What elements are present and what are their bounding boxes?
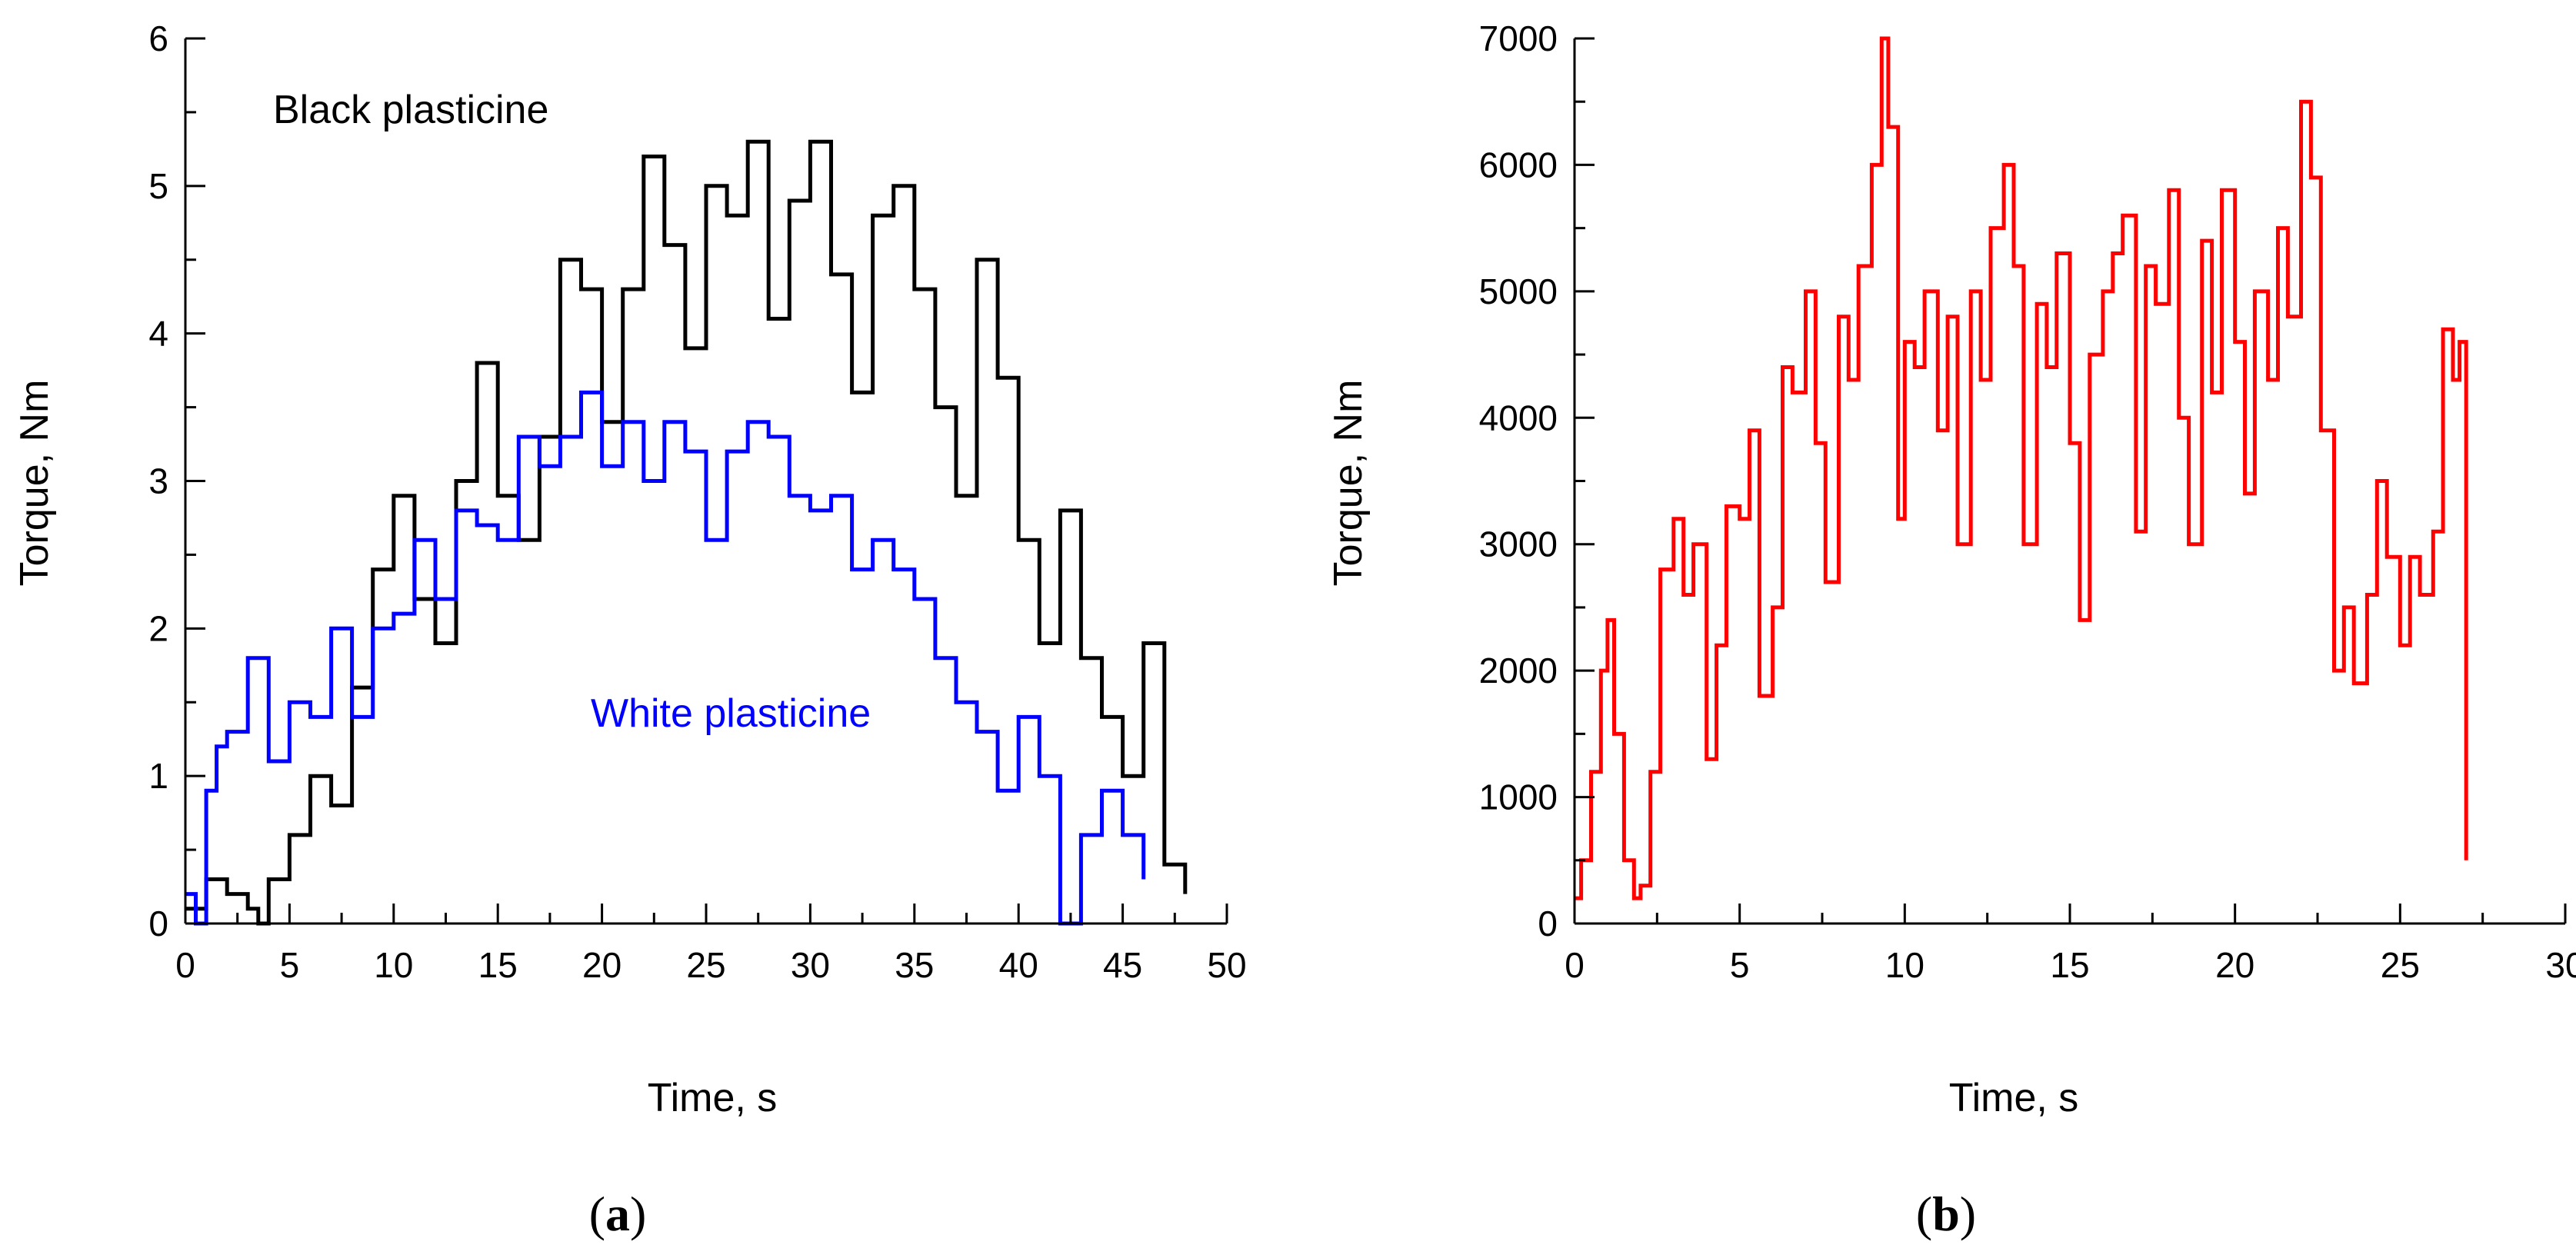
panel-b-y-tick-label: 3000 xyxy=(1479,524,1558,564)
panel-a-y-axis-title: Torque, Nm xyxy=(12,380,57,587)
panel-b-x-tick-label: 10 xyxy=(1885,945,1925,985)
panel-a-x-axis-title: Time, s xyxy=(648,1076,778,1120)
panel-b-y-tick-label: 4000 xyxy=(1479,398,1558,438)
panel-a-x-tick-label: 0 xyxy=(175,945,195,985)
panel-a-y-tick-label: 6 xyxy=(148,18,168,58)
panel-b-x-tick-label: 15 xyxy=(2050,945,2089,985)
panel-b-series-torque xyxy=(1575,36,2468,900)
panel-b-y-tick-label: 6000 xyxy=(1479,145,1558,185)
panel-a-letter: a xyxy=(605,1186,630,1241)
panel-a-y-tick-label: 0 xyxy=(148,904,168,944)
panel-a-x-tick-label: 35 xyxy=(895,945,934,985)
panel-a-x-tick-label: 30 xyxy=(791,945,830,985)
annotation-white-plasticine: White plasticine xyxy=(591,691,871,736)
panel-a-y-tick-label: 4 xyxy=(148,314,168,354)
panel-b-x-tick-label: 0 xyxy=(1565,945,1585,985)
panel-a-label: (a) xyxy=(589,1186,647,1241)
panel-b-letter: b xyxy=(1932,1186,1960,1241)
panel-a-x-tick-label: 15 xyxy=(478,945,518,985)
panel-a-y-tick-label: 1 xyxy=(148,756,168,796)
annotation-black-plasticine: Black plasticine xyxy=(273,88,548,132)
panel-b-y-axis-title: Torque, Nm xyxy=(1326,380,1371,587)
panel-b-label: (b) xyxy=(1916,1186,1976,1241)
panel-a-y-tick-label: 5 xyxy=(148,166,168,206)
panel-a-x-tick-label: 5 xyxy=(280,945,300,985)
panel-b-y-tick-label: 1000 xyxy=(1479,777,1558,817)
panel-a-x-tick-label: 25 xyxy=(686,945,725,985)
panel-b-x-tick-label: 5 xyxy=(1730,945,1750,985)
panel-b-y-tick-label: 7000 xyxy=(1479,18,1558,58)
panel-b-x-tick-label: 30 xyxy=(2545,945,2576,985)
panel-a-y-tick-label: 2 xyxy=(148,608,168,648)
panel-a-x-tick-label: 40 xyxy=(999,945,1038,985)
panel-b-x-tick-label: 25 xyxy=(2381,945,2420,985)
panel-a-y-tick-label: 3 xyxy=(148,461,168,501)
panel-a-x-tick-label: 20 xyxy=(582,945,622,985)
panel-b-chart: 0 5 10 15 20 25 30 0 1000 2000 3000 4000 5000 6000 700… xyxy=(1326,18,2576,1241)
panel-b-x-tick-label: 20 xyxy=(2215,945,2254,985)
panel-b-y-tick-label: 5000 xyxy=(1479,271,1558,311)
panel-b-y-tick-label: 0 xyxy=(1538,904,1558,944)
panel-a-series-white-plasticine xyxy=(185,390,1146,926)
panel-a-x-tick-label: 45 xyxy=(1103,945,1142,985)
panel-b-axes xyxy=(1573,38,2565,925)
panel-a-x-tick-label: 50 xyxy=(1207,945,1246,985)
panel-b-y-tick-label: 2000 xyxy=(1479,651,1558,691)
panel-b-x-axis-title: Time, s xyxy=(1949,1076,2079,1120)
panel-a-series-black-plasticine xyxy=(185,139,1188,926)
panel-a-x-tick-label: 10 xyxy=(374,945,413,985)
